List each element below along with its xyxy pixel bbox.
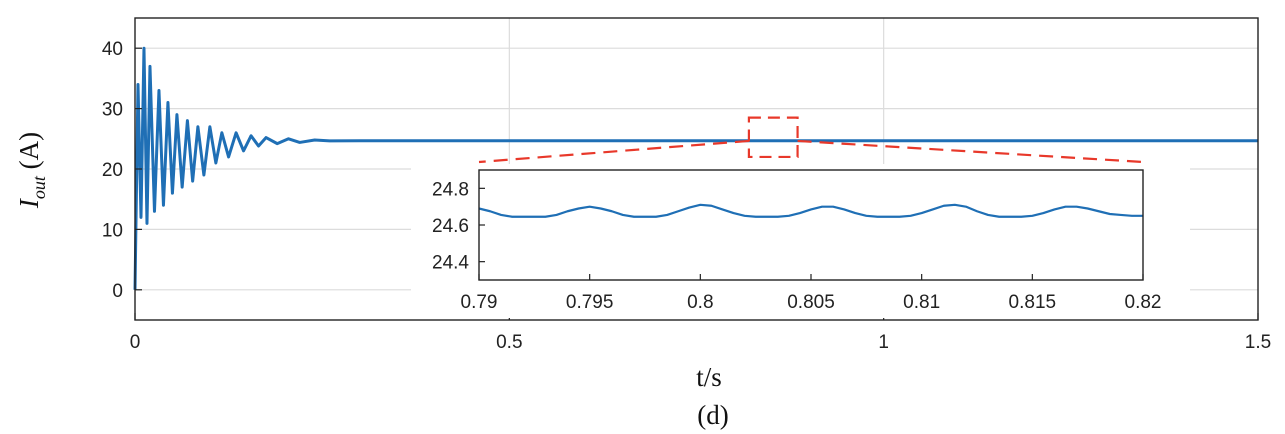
main-y-tick-label: 20 [102, 160, 123, 181]
inset-x-tick-label: 0.805 [787, 292, 835, 313]
inset-series-line [478, 203, 1143, 218]
inset-x-tick-label: 0.79 [461, 292, 498, 313]
y-axis-symbol: I [14, 197, 44, 209]
main-series-line [133, 46, 1258, 290]
inset-series [478, 203, 1143, 218]
inset-ticks: 0.79 0.795 0.8 0.805 0.81 0.815 0.82 24.4 24.6 24… [432, 179, 1161, 313]
zoom-connector-right [797, 139, 1144, 164]
zoom-highlight-box [747, 116, 799, 159]
inset-x-tick-label: 0.82 [1125, 292, 1162, 313]
main-x-tick-label: 1.5 [1245, 332, 1271, 353]
main-y-tick-label: 30 [102, 100, 123, 121]
y-axis-title: Iout (A) [14, 132, 49, 209]
inset-x-tick-label: 0.81 [903, 292, 940, 313]
inset-x-tick-label: 0.815 [1009, 292, 1057, 313]
zoom-highlight-rect [747, 116, 799, 159]
main-x-tick-label: 1 [878, 332, 889, 353]
main-plot-ticks: 0 0.5 1 1.5 0 10 20 30 40 [102, 39, 1271, 353]
inset-y-tick-label: 24.6 [432, 216, 469, 237]
main-y-tick-label: 40 [102, 39, 123, 60]
inset-x-tick-label: 0.8 [687, 292, 713, 313]
y-axis-unit-spacer [14, 169, 44, 176]
x-axis-title: t/s [696, 362, 722, 392]
inset-zoom-panel: 0.79 0.795 0.8 0.805 0.81 0.815 0.82 24.4 24.6 24… [411, 164, 1190, 318]
y-axis-subscript: out [29, 175, 49, 199]
zoom-connector-lines [478, 139, 1144, 164]
main-y-tick-label: 0 [112, 281, 123, 302]
inset-background [411, 164, 1190, 318]
y-axis-unit: (A) [14, 132, 44, 169]
main-y-tick-label: 10 [102, 220, 123, 241]
inset-y-tick-label: 24.8 [432, 179, 469, 200]
figure-caption: (d) [697, 400, 728, 430]
zoom-connector-left [478, 139, 749, 164]
main-x-tick-label: 0 [130, 332, 141, 353]
main-plot-series [133, 46, 1258, 290]
main-x-tick-label: 0.5 [496, 332, 522, 353]
inset-x-tick-label: 0.795 [566, 292, 614, 313]
inset-y-tick-label: 24.4 [432, 253, 469, 274]
